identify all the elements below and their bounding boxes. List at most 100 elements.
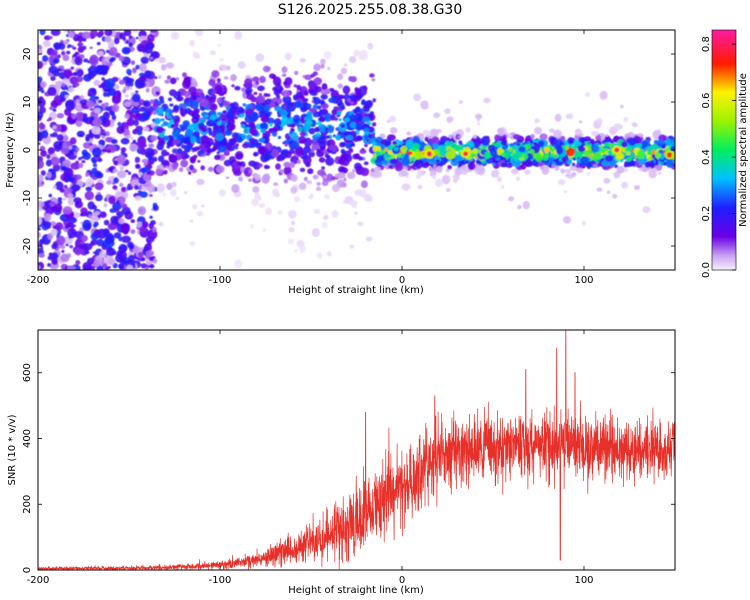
spectrogram-cell: [149, 99, 155, 104]
snr-series-line: [38, 330, 675, 570]
spectrogram-cell: [462, 144, 466, 147]
spectrogram-cell: [318, 122, 323, 126]
spectrogram-cell: [258, 197, 262, 201]
spectrogram-x-tick-label: -100: [209, 275, 232, 286]
spectrogram-cell: [275, 163, 281, 170]
spectrogram-cell: [155, 168, 163, 175]
spectrogram-cell: [613, 123, 622, 130]
spectrogram-cell: [56, 235, 66, 246]
spectrogram-cell: [566, 160, 572, 165]
spectrogram-cell: [118, 250, 127, 260]
spectrogram-cell: [135, 36, 139, 40]
spectrogram-cell: [76, 202, 80, 206]
spectrogram-cell: [404, 167, 408, 171]
spectrogram-cell: [75, 147, 80, 151]
spectrogram-cell: [222, 110, 228, 114]
spectrogram-cell: [638, 143, 643, 147]
spectrogram-cell: [381, 159, 389, 166]
spectrogram-cell: [189, 40, 195, 47]
spectrogram-cell: [191, 116, 200, 124]
spectrogram-cell: [424, 136, 429, 142]
spectrogram-cell: [48, 35, 53, 40]
spectrogram-cell: [103, 89, 107, 92]
spectrogram-cell: [120, 147, 127, 153]
spectrogram-cell: [101, 148, 108, 153]
spectrogram-cell: [476, 117, 481, 122]
spectrogram-cell: [543, 152, 550, 159]
spectrogram-cell: [339, 94, 345, 99]
spectrogram-cell: [400, 145, 408, 152]
spectrogram-cell: [91, 125, 101, 135]
spectrogram-cell: [38, 200, 45, 208]
spectrogram-cell: [82, 219, 92, 231]
spectrogram-cell: [130, 219, 135, 224]
spectrogram-cell: [158, 314, 164, 318]
spectrogram-cell: [50, 156, 60, 166]
spectrogram-cell: [436, 165, 443, 173]
spectrogram-cell: [46, 225, 51, 229]
spectrogram-cell: [273, 284, 277, 288]
spectrogram-cell: [211, 90, 217, 95]
spectrogram-cell: [321, 221, 328, 229]
spectrogram-cell: [135, 163, 141, 168]
spectrogram-cell: [292, 140, 300, 148]
spectrogram-cell: [401, 171, 409, 177]
spectrogram-y-tick-label: 20: [22, 48, 33, 61]
spectrogram-cell: [131, 93, 141, 103]
spectrogram-cell: [258, 203, 266, 208]
spectrogram-cell: [156, 21, 161, 25]
spectrogram-cell: [195, 146, 201, 151]
spectrogram-cell: [59, 187, 65, 193]
spectrogram-cell: [104, 233, 115, 244]
spectrogram-cell: [316, 252, 323, 259]
spectrogram-cell: [266, 117, 275, 125]
spectrogram-cell: [621, 141, 628, 148]
spectrogram-cell: [50, 30, 61, 36]
spectrogram-cell: [534, 126, 543, 135]
spectrogram-cell: [346, 97, 351, 103]
spectrogram-cell: [258, 138, 265, 143]
spectrogram-cell: [77, 42, 84, 47]
spectrogram-cell: [265, 112, 271, 118]
spectrogram-cell: [209, 103, 218, 111]
spectrogram-cell: [248, 160, 257, 167]
spectrogram-cell: [373, 166, 381, 172]
spectrogram-cell: [216, 151, 220, 154]
spectrogram-cell: [637, 149, 645, 159]
spectrogram-cell: [135, 90, 139, 94]
spectrogram-cell: [583, 150, 590, 157]
spectrogram-cell: [658, 146, 662, 150]
spectrogram-cell: [298, 182, 307, 190]
spectrogram-cell: [121, 235, 131, 243]
spectrogram-cell: [120, 223, 131, 234]
spectrogram-cell: [121, 203, 128, 209]
spectrogram-cell: [38, 231, 41, 239]
spectrogram-cell: [524, 159, 533, 167]
spectrogram-cell: [151, 86, 161, 97]
spectrogram-cell: [126, 186, 131, 191]
spectrogram-cell: [477, 167, 484, 173]
spectrogram-cell: [137, 137, 146, 149]
spectrogram-cell: [236, 161, 243, 166]
spectrogram-cell: [282, 106, 287, 109]
spectrogram-cell: [54, 144, 62, 152]
spectrogram-cell: [62, 69, 73, 78]
spectrogram-cell: [504, 153, 510, 158]
spectrogram-cell: [290, 220, 296, 226]
spectrogram-cell: [612, 194, 618, 199]
snr-y-tick-label: 0: [22, 567, 33, 573]
spectrogram-cell: [231, 184, 240, 193]
spectrogram-cell: [563, 190, 568, 194]
spectrogram-cell: [303, 137, 312, 148]
spectrogram-cell: [94, 96, 100, 100]
spectrogram-cell: [252, 25, 257, 29]
spectrogram-cell: [38, 265, 41, 270]
spectrogram-cell: [565, 145, 570, 150]
spectrogram-cell: [336, 272, 345, 279]
spectrogram-cell: [131, 30, 139, 33]
spectrogram-cell: [158, 75, 162, 79]
spectrogram-cell: [155, 106, 164, 116]
spectrogram-cell: [180, 104, 185, 108]
spectrogram-cell: [89, 46, 93, 49]
spectrogram-cell: [308, 151, 316, 158]
